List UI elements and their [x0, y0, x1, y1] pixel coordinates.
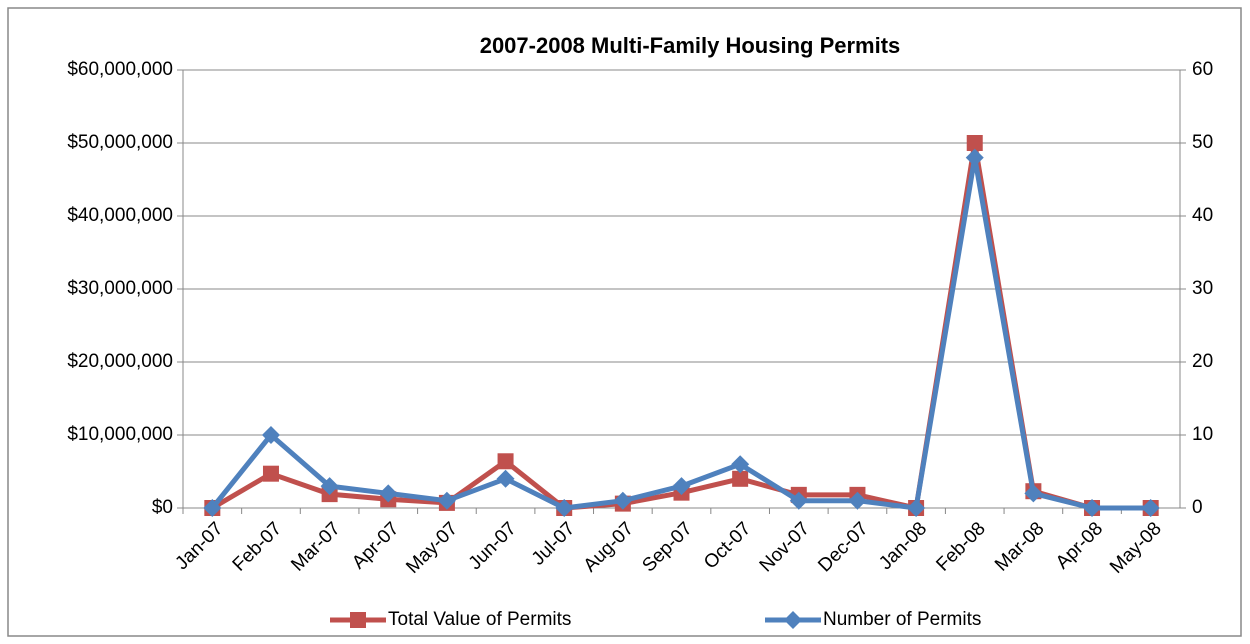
y2-tick-label: 0	[1192, 497, 1203, 518]
point-marker	[497, 453, 514, 470]
point-marker	[1024, 484, 1043, 503]
chart-title: 2007-2008 Multi-Family Housing Permits	[480, 33, 901, 58]
y-tick-label: $50,000,000	[67, 132, 173, 153]
legend-marker	[784, 611, 802, 629]
point-marker	[613, 491, 632, 510]
chart-frame	[7, 7, 1242, 637]
y-tick-label: $40,000,000	[67, 205, 173, 226]
y2-tick-label: 40	[1192, 205, 1213, 226]
legend-marker	[350, 612, 366, 628]
point-marker	[379, 484, 398, 503]
y-tick-label: $60,000,000	[67, 59, 173, 80]
legend-label: Number of Permits	[823, 609, 981, 630]
point-marker	[1083, 499, 1102, 517]
y-tick-label: $30,000,000	[67, 278, 173, 299]
point-marker	[731, 455, 750, 474]
point-marker	[555, 499, 574, 517]
point-marker	[496, 469, 515, 488]
point-marker	[789, 491, 808, 510]
point-marker	[732, 470, 749, 487]
point-marker	[848, 491, 867, 510]
point-marker	[262, 465, 279, 482]
y2-tick-label: 50	[1192, 132, 1213, 153]
point-marker	[203, 499, 222, 517]
point-marker	[320, 477, 339, 496]
point-marker	[261, 426, 280, 444]
point-marker	[1141, 499, 1160, 517]
point-marker	[907, 499, 926, 517]
y2-tick-label: 30	[1192, 278, 1213, 299]
y2-tick-label: 10	[1192, 424, 1213, 445]
y2-tick-label: 60	[1192, 59, 1213, 80]
y-tick-label: $20,000,000	[67, 351, 173, 372]
y-tick-label: $10,000,000	[67, 424, 173, 445]
y2-tick-label: 20	[1192, 351, 1213, 372]
point-marker	[437, 491, 456, 510]
y-tick-label: $0	[152, 497, 173, 518]
point-marker	[966, 135, 983, 151]
legend-label: Total Value of Permits	[388, 609, 571, 630]
point-marker	[672, 477, 691, 496]
point-marker	[965, 148, 984, 167]
